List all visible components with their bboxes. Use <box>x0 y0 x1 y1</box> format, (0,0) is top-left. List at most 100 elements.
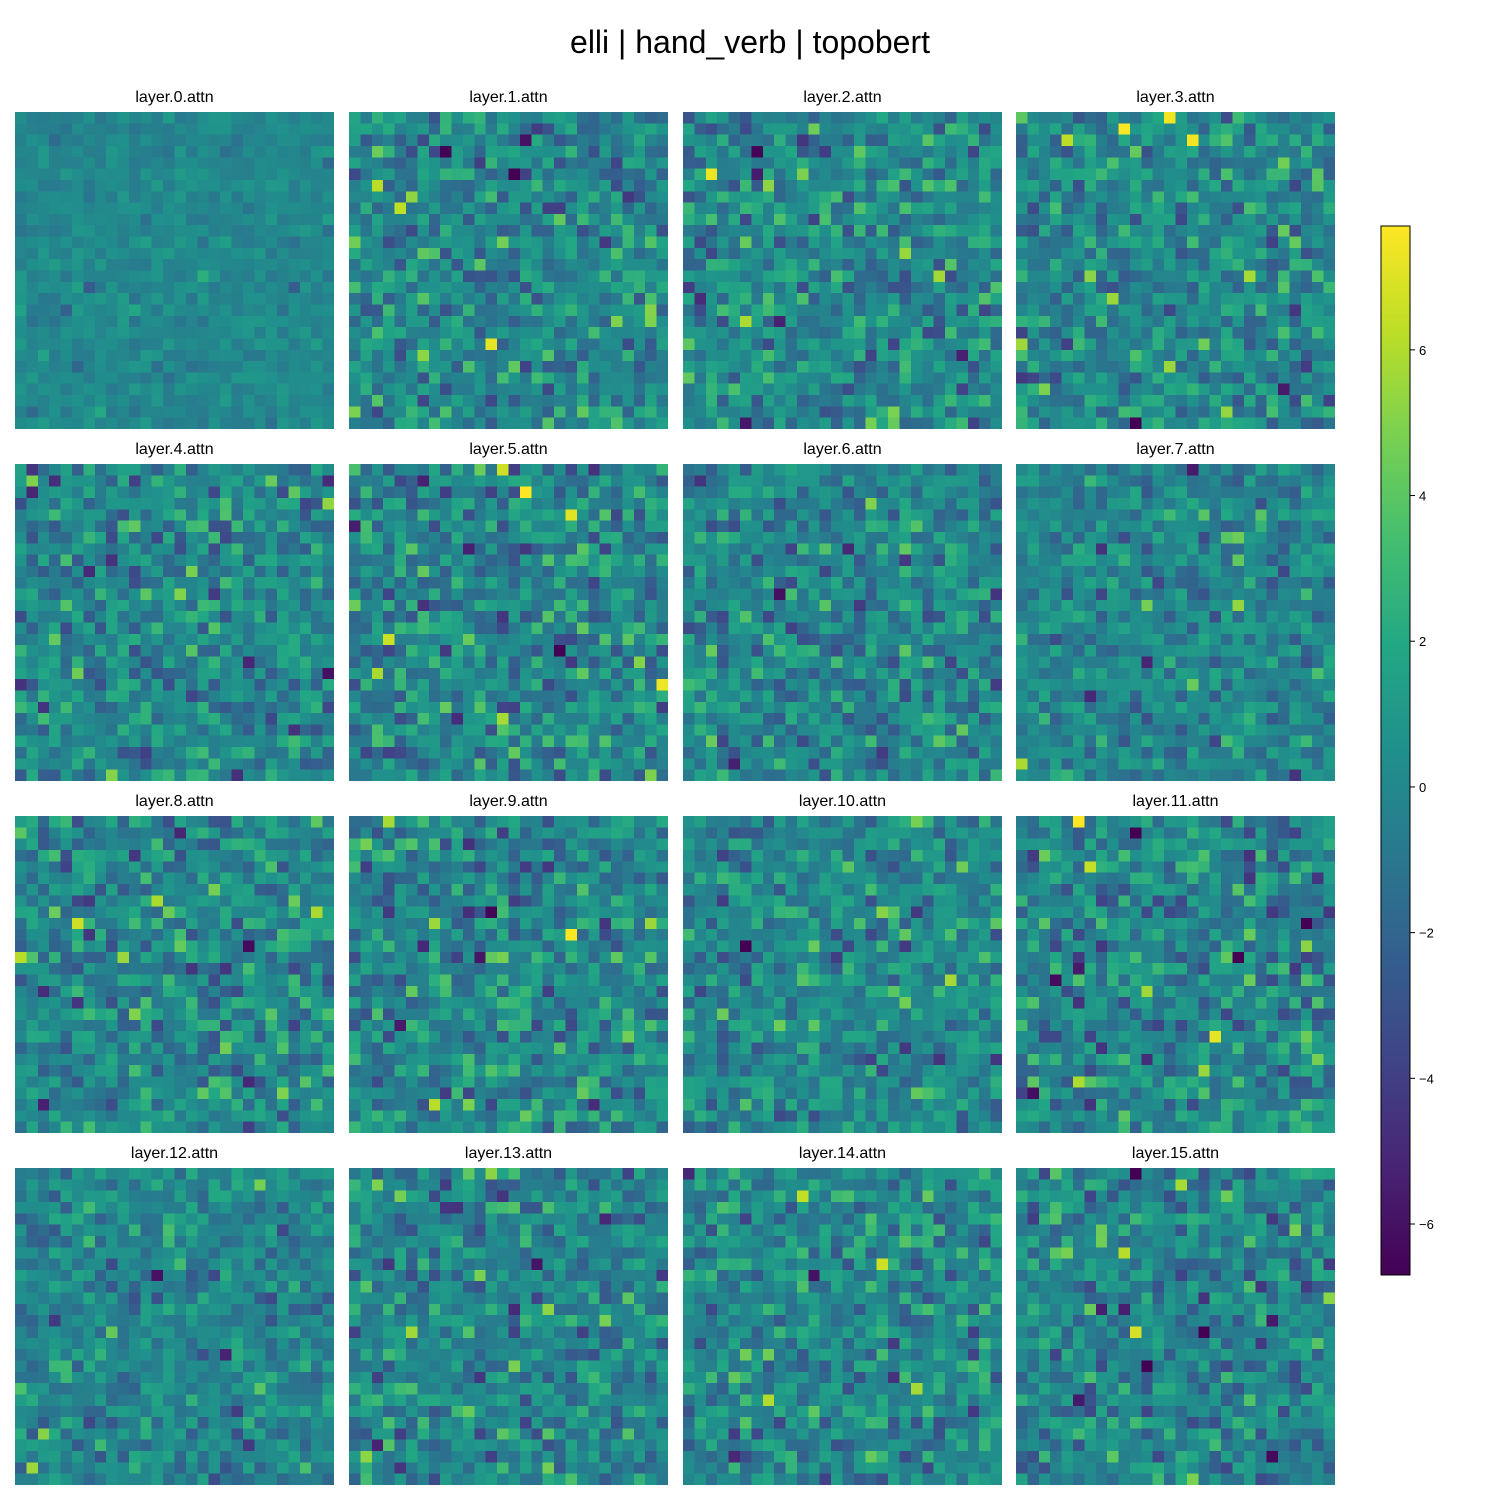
heatmap-cell <box>876 406 889 418</box>
heatmap-cell <box>394 395 407 407</box>
heatmap-cell <box>254 667 266 680</box>
heatmap-cell <box>254 724 266 736</box>
heatmap-cell <box>497 213 509 226</box>
heatmap-cell <box>299 395 312 407</box>
heatmap-cell <box>888 327 900 339</box>
heatmap-cell <box>739 361 752 373</box>
heatmap-cell <box>922 349 934 362</box>
heatmap-cell <box>163 123 175 135</box>
heatmap-cell <box>254 202 266 215</box>
heatmap-cell <box>242 168 255 181</box>
heatmap-cell <box>1221 225 1233 237</box>
heatmap-cell <box>683 417 695 429</box>
heatmap-cell <box>565 191 578 203</box>
heatmap-cell <box>394 202 407 215</box>
heatmap-cell <box>83 565 95 578</box>
heatmap-cell <box>451 179 464 192</box>
heatmap-cell <box>531 713 543 725</box>
heatmap-cell <box>208 349 221 362</box>
heatmap-cell <box>451 758 464 770</box>
heatmap-cell <box>254 406 266 418</box>
heatmap-cell <box>1175 134 1188 147</box>
heatmap-cell <box>633 372 646 384</box>
heatmap-cell <box>899 168 912 181</box>
heatmap-cell <box>405 565 418 578</box>
heatmap-cell <box>26 679 39 691</box>
heatmap-cell <box>497 486 509 499</box>
heatmap-cell <box>49 361 61 373</box>
heatmap-cell <box>565 134 578 147</box>
heatmap-cell <box>1095 247 1108 260</box>
heatmap-cell <box>831 372 843 384</box>
heatmap-cell <box>474 406 486 418</box>
heatmap-cell <box>1289 327 1302 339</box>
heatmap-cell <box>1129 112 1142 124</box>
heatmap-cell <box>979 338 991 350</box>
heatmap-cell <box>254 565 266 578</box>
heatmap-cell <box>140 417 152 429</box>
heatmap-cell <box>683 168 695 181</box>
heatmap-cell <box>853 543 866 555</box>
heatmap-cell <box>945 531 957 544</box>
heatmap-cell <box>440 747 452 759</box>
heatmap-cell <box>808 236 820 249</box>
heatmap-cell <box>853 145 866 158</box>
heatmap-cell <box>349 259 361 271</box>
heatmap-cell <box>876 225 889 237</box>
heatmap-cell <box>394 645 407 657</box>
heatmap-cell <box>151 191 164 203</box>
heatmap-cell <box>311 225 323 237</box>
heatmap-cell <box>622 236 635 249</box>
heatmap-cell <box>451 520 464 533</box>
heatmap-cell <box>796 145 809 158</box>
heatmap-cell <box>440 338 452 350</box>
heatmap-cell <box>705 475 718 487</box>
heatmap-cell <box>565 509 578 521</box>
heatmap-cell <box>1289 236 1302 249</box>
heatmap-cell <box>1209 145 1222 158</box>
heatmap-cell <box>819 168 832 181</box>
heatmap-cell <box>910 191 923 203</box>
heatmap-cell <box>1312 123 1324 135</box>
heatmap-cell <box>288 134 301 147</box>
heatmap-cell <box>611 633 623 646</box>
heatmap-cell <box>1289 168 1302 181</box>
heatmap-cell <box>371 361 384 373</box>
heatmap-cell <box>1278 383 1290 396</box>
heatmap-cell <box>37 577 50 589</box>
heatmap-cell <box>49 713 61 725</box>
heatmap-cell <box>956 112 969 124</box>
heatmap-cell <box>231 735 244 748</box>
heatmap-cell <box>1266 225 1279 237</box>
heatmap-cell <box>360 281 373 294</box>
heatmap-cell <box>117 157 130 169</box>
heatmap-cell <box>831 213 843 226</box>
heatmap-cell <box>1175 225 1188 237</box>
heatmap-cell <box>762 236 775 249</box>
heatmap-cell <box>174 599 187 612</box>
heatmap-cell <box>360 157 373 169</box>
heatmap-cell <box>497 577 509 589</box>
heatmap-cell <box>865 134 877 147</box>
heatmap-cell <box>979 157 991 169</box>
heatmap-cell <box>440 327 452 339</box>
heatmap-cell <box>322 735 334 748</box>
heatmap-cell <box>683 395 695 407</box>
heatmap-cell <box>1221 281 1233 294</box>
heatmap-cell <box>60 202 73 215</box>
heatmap-cell <box>705 259 718 271</box>
heatmap-cell <box>645 383 657 396</box>
heatmap-cell <box>542 417 555 429</box>
heatmap-cell <box>967 281 980 294</box>
heatmap-cell <box>371 338 384 350</box>
heatmap-cell <box>1152 383 1165 396</box>
heatmap-cell <box>254 599 266 612</box>
heatmap-cell <box>542 667 555 680</box>
heatmap-cell <box>519 475 532 487</box>
heatmap-cell <box>1323 281 1335 294</box>
heatmap-cell <box>1323 191 1335 203</box>
heatmap-cell <box>1312 112 1324 124</box>
heatmap-cell <box>349 633 361 646</box>
heatmap-cell <box>751 361 763 373</box>
heatmap-cell <box>910 531 923 544</box>
